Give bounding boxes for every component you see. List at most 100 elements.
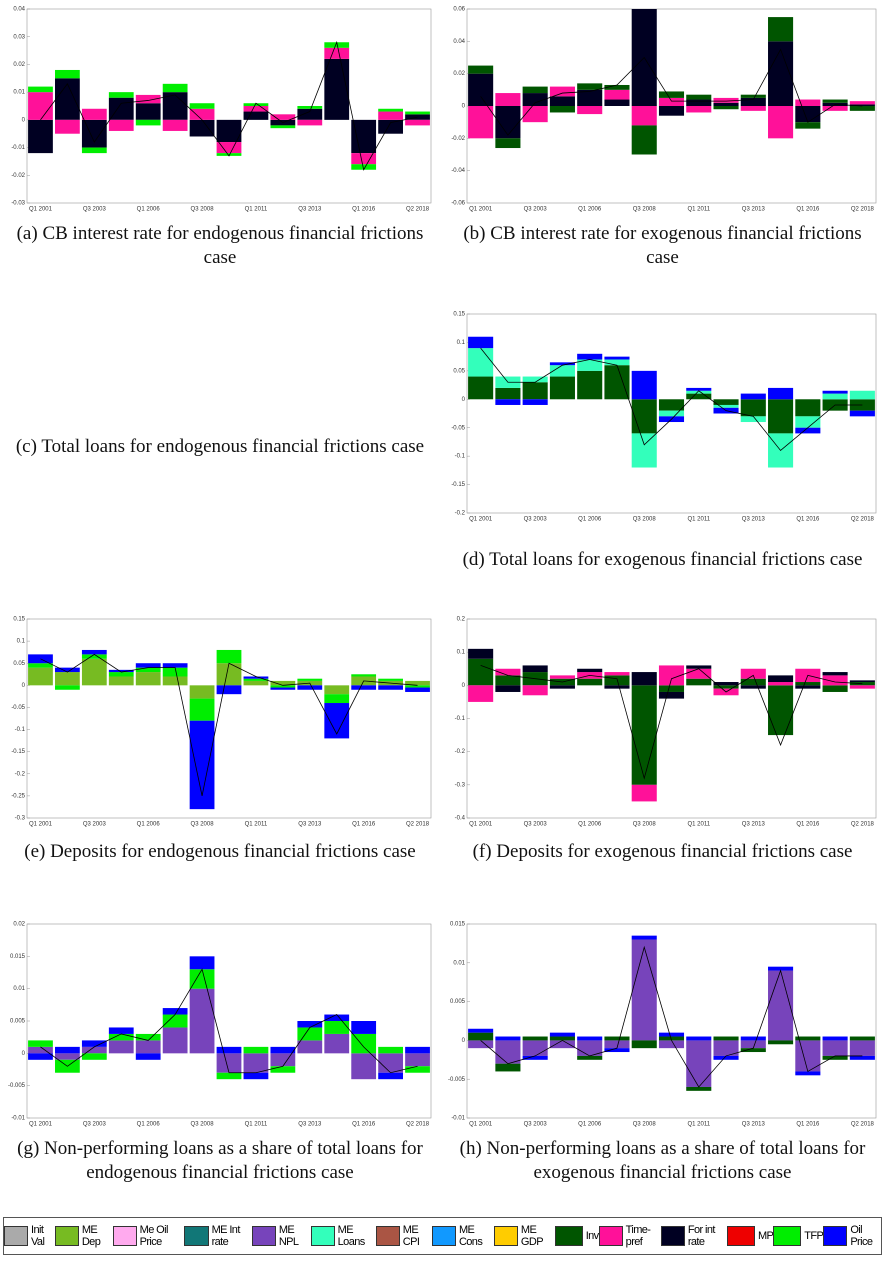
bar-segment xyxy=(768,1040,794,1045)
x-tick-label: Q1 2001 xyxy=(469,822,493,828)
bar-segment xyxy=(189,698,215,721)
caption: (h) Non-performing loans as a share of t… xyxy=(459,1138,866,1183)
bar-segment xyxy=(822,390,848,394)
bar-segment xyxy=(81,147,107,154)
y-tick-label: 0.01 xyxy=(13,986,25,992)
bar-segment xyxy=(658,91,685,98)
bar-segment xyxy=(795,399,821,417)
bar-segment xyxy=(135,1040,161,1054)
legend-item: TFP xyxy=(773,1226,824,1246)
bar-segment xyxy=(135,672,161,686)
bar-segment xyxy=(378,1053,403,1073)
bar-segment xyxy=(822,1036,848,1041)
y-tick-label: -0.005 xyxy=(448,1077,466,1083)
legend-swatch xyxy=(773,1226,802,1246)
bar-segment xyxy=(270,680,296,686)
bar-segment xyxy=(768,966,794,971)
bar-segment xyxy=(28,92,53,120)
y-tick-label: 0.1 xyxy=(17,639,26,645)
bar-segment xyxy=(468,1028,494,1033)
total-line xyxy=(480,945,863,1088)
y-tick-label: 0.05 xyxy=(13,661,25,667)
x-tick-label: Q2 2018 xyxy=(851,1122,875,1128)
y-tick-label: -0.4 xyxy=(455,816,466,822)
bar-segment xyxy=(243,1046,269,1054)
y-tick-label: -0.01 xyxy=(11,1116,25,1122)
x-tick-label: Q3 2003 xyxy=(524,207,548,213)
bar-segment xyxy=(135,94,161,104)
bar-segment xyxy=(243,103,269,106)
y-tick-label: 0.1 xyxy=(457,650,466,656)
bar-segment xyxy=(768,399,794,434)
bar-segment xyxy=(768,970,794,1041)
total-line xyxy=(480,48,863,136)
y-tick-label: -0.04 xyxy=(451,168,465,174)
bar-segment xyxy=(522,1036,548,1041)
y-tick-label: -0.1 xyxy=(455,716,466,722)
bar-segment xyxy=(135,1033,161,1041)
bar-segment xyxy=(549,365,575,377)
x-tick-label: Q2 2018 xyxy=(406,1122,430,1128)
bar-segment xyxy=(297,1021,323,1028)
bar-segment xyxy=(495,1040,521,1064)
bar-segment xyxy=(849,106,875,111)
y-tick-label: -0.2 xyxy=(455,749,466,755)
bar-segment xyxy=(604,685,630,689)
bar-segment xyxy=(795,685,821,689)
legend-item: ME Dep xyxy=(54,1224,113,1248)
y-tick-label: 0 xyxy=(22,683,26,689)
bar-segment xyxy=(28,119,53,154)
legend-label: ME Cons xyxy=(458,1224,483,1248)
bar-segment xyxy=(108,1027,134,1034)
y-tick-label: -0.02 xyxy=(11,173,25,179)
bar-segment xyxy=(468,685,494,702)
bar-segment xyxy=(631,672,657,686)
bar-segment xyxy=(243,680,269,686)
bar-segment xyxy=(270,1053,296,1067)
bar-segment xyxy=(189,103,215,109)
x-tick-label: Q3 2013 xyxy=(742,1122,766,1128)
bar-segment xyxy=(378,1046,403,1054)
bar-segment xyxy=(768,106,794,139)
bar-segment xyxy=(713,685,739,689)
bar-segment xyxy=(162,83,188,93)
y-tick-label: -0.02 xyxy=(451,136,465,142)
bar-segment xyxy=(795,416,821,428)
bar-segment xyxy=(324,685,350,695)
chart: -0.01 -0.005 0 0.005 0.01 0.015 0.02 Q1 2001 Q3 … xyxy=(8,922,432,1128)
bar-segment xyxy=(658,1040,685,1049)
bar-segment xyxy=(243,1053,269,1073)
legend-swatch xyxy=(54,1226,79,1246)
bar-segment xyxy=(849,410,875,417)
total-line xyxy=(480,665,863,780)
x-tick-label: Q1 2001 xyxy=(469,207,493,213)
bar-segment xyxy=(405,685,430,688)
plot-area xyxy=(26,8,432,204)
x-tick-label: Q1 2016 xyxy=(352,207,376,213)
bar-segment xyxy=(713,682,739,686)
bar-segment xyxy=(243,111,269,120)
bar-segment xyxy=(577,668,603,673)
bar-segment xyxy=(28,1046,53,1054)
x-tick-label: Q3 2013 xyxy=(298,1122,322,1128)
bar-segment xyxy=(631,939,657,1041)
bar-segment xyxy=(468,106,494,139)
bar-segment xyxy=(468,1032,494,1041)
bar-segment xyxy=(324,47,350,59)
bar-segment xyxy=(270,687,296,690)
bar-segment xyxy=(81,108,107,120)
bar-segment xyxy=(378,119,403,134)
chart: -0.06 -0.04 -0.02 0 0.02 0.04 0.06 Q1 2001 Q3 20… xyxy=(451,7,877,213)
caption: (b) CB interest rate for exogenous finan… xyxy=(463,223,862,268)
legend-label: Init Val xyxy=(31,1224,45,1248)
bar-segment xyxy=(324,694,350,704)
caption: (c) Total loans for endogenous financial… xyxy=(15,436,425,457)
bar-segment xyxy=(162,663,188,668)
legend-label: Me Oil Price xyxy=(139,1224,169,1248)
bar-segment xyxy=(495,685,521,692)
bar-segment xyxy=(577,106,603,115)
chart: -0.2 -0.15 -0.1 -0.05 0 0.05 0.1 0.15 Q1 2001 Q3 … xyxy=(451,312,877,523)
y-tick-label: -0.06 xyxy=(451,201,465,207)
x-tick-label: Q3 2008 xyxy=(633,1122,657,1128)
caption: (e) Deposits for endogenous financial fr… xyxy=(24,841,416,862)
